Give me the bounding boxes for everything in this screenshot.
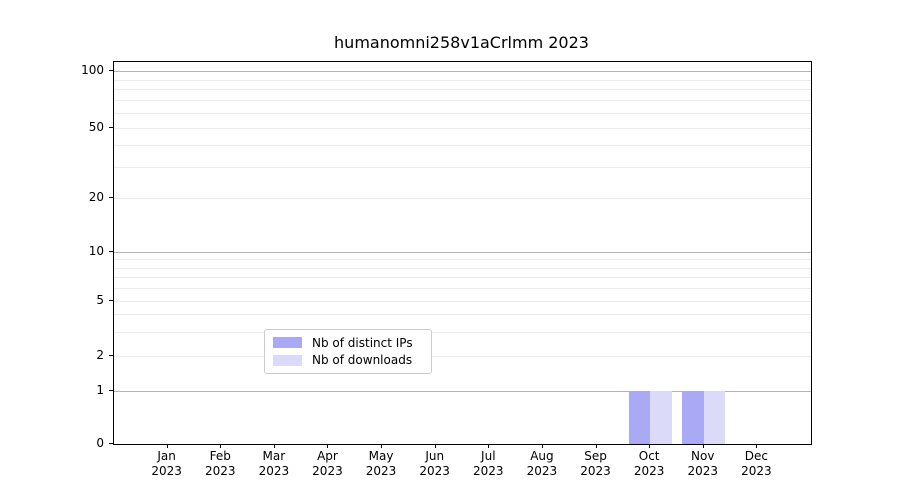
y-gridline-minor: [114, 259, 811, 261]
legend-label-distinct-ips: Nb of distinct IPs: [312, 335, 413, 350]
legend-label-downloads: Nb of downloads: [312, 353, 413, 368]
bar-downloads: [703, 391, 726, 444]
x-tick-mark: [756, 444, 758, 448]
x-tick-mark: [273, 444, 275, 448]
y-tick-mark: [109, 300, 113, 301]
legend-row-downloads: Nb of downloads: [273, 353, 423, 367]
y-gridline-major: [114, 252, 811, 253]
x-tick-mark: [595, 444, 597, 448]
y-tick-label: 0: [96, 436, 104, 450]
x-tick-mark: [488, 444, 490, 448]
x-tick-label: Nov 2023: [673, 449, 733, 479]
x-tick-label-year: 2023: [473, 464, 504, 478]
x-tick-label: Jan 2023: [137, 449, 197, 479]
y-gridline-minor: [114, 167, 811, 169]
y-tick-label: 100: [81, 63, 104, 77]
x-tick-label-year: 2023: [419, 464, 450, 478]
x-tick-label: Oct 2023: [619, 449, 679, 479]
legend-swatch-distinct-ips: [273, 337, 302, 349]
x-tick-mark: [220, 444, 222, 448]
y-gridline-minor: [114, 198, 811, 199]
x-tick-mark: [434, 444, 436, 448]
x-tick-label-year: 2023: [151, 464, 182, 478]
x-tick-label-year: 2023: [633, 464, 665, 478]
x-tick-mark: [702, 444, 704, 448]
x-tick-label: Apr 2023: [297, 449, 357, 479]
x-tick-mark: [541, 444, 543, 448]
x-tick-label-year: 2023: [580, 464, 611, 478]
y-tick-label: 2: [96, 348, 104, 362]
y-gridline-minor: [114, 145, 811, 147]
bar-distinct-ips: [628, 391, 651, 444]
y-tick-mark: [109, 197, 113, 198]
y-tick-mark: [109, 251, 113, 252]
bar-distinct-ips: [682, 391, 704, 444]
x-tick-label-year: 2023: [741, 464, 772, 478]
x-tick-label-year: 2023: [365, 464, 397, 478]
y-tick-mark: [109, 70, 113, 71]
y-gridline-minor: [114, 113, 811, 114]
y-tick-label: 5: [96, 293, 104, 307]
y-gridline-minor: [114, 301, 811, 302]
x-tick-label: Aug 2023: [512, 449, 572, 479]
bar-downloads: [650, 391, 672, 444]
y-tick-label: 10: [88, 244, 104, 258]
x-tick-label: Mar 2023: [244, 449, 304, 479]
x-tick-mark: [649, 444, 651, 448]
y-tick-mark: [109, 127, 113, 128]
chart-legend: Nb of distinct IPs Nb of downloads: [264, 329, 432, 374]
x-tick-label: Dec 2023: [726, 449, 786, 479]
x-tick-mark: [327, 444, 329, 448]
y-gridline-major: [114, 71, 811, 72]
x-tick-label-year: 2023: [687, 464, 719, 478]
y-tick-label: 1: [96, 383, 104, 397]
y-gridline-minor: [114, 89, 811, 91]
legend-row-distinct-ips: Nb of distinct IPs: [273, 336, 423, 350]
x-tick-label-year: 2023: [258, 464, 290, 478]
y-gridline-minor: [114, 267, 811, 269]
x-tick-label: Jun 2023: [405, 449, 465, 479]
y-tick-label: 20: [88, 190, 104, 204]
y-gridline-minor: [114, 288, 811, 290]
x-tick-label: Feb 2023: [190, 449, 250, 479]
x-tick-label-year: 2023: [526, 464, 558, 478]
y-gridline-minor: [114, 100, 811, 102]
y-gridline-minor: [114, 128, 811, 129]
y-gridline-minor: [114, 356, 811, 357]
y-gridline-minor: [114, 277, 811, 279]
x-tick-label: Sep 2023: [566, 449, 626, 479]
x-tick-mark: [381, 444, 383, 448]
plot-area: [113, 61, 812, 445]
y-gridline-major: [114, 391, 811, 392]
y-tick-label: 50: [88, 120, 104, 134]
chart-title: humanomni258v1aCrlmm 2023: [334, 33, 589, 52]
y-gridline-minor: [114, 79, 811, 81]
x-tick-label: Jul 2023: [458, 449, 518, 479]
y-tick-mark: [109, 355, 113, 356]
x-tick-mark: [166, 444, 168, 448]
y-tick-mark: [109, 443, 113, 444]
x-tick-label-year: 2023: [204, 464, 236, 478]
y-gridline-minor: [114, 314, 811, 316]
x-tick-label: May 2023: [351, 449, 411, 479]
x-tick-label-year: 2023: [312, 464, 343, 478]
legend-swatch-downloads: [273, 354, 302, 366]
y-tick-mark: [109, 390, 113, 391]
y-gridline-minor: [114, 331, 811, 333]
